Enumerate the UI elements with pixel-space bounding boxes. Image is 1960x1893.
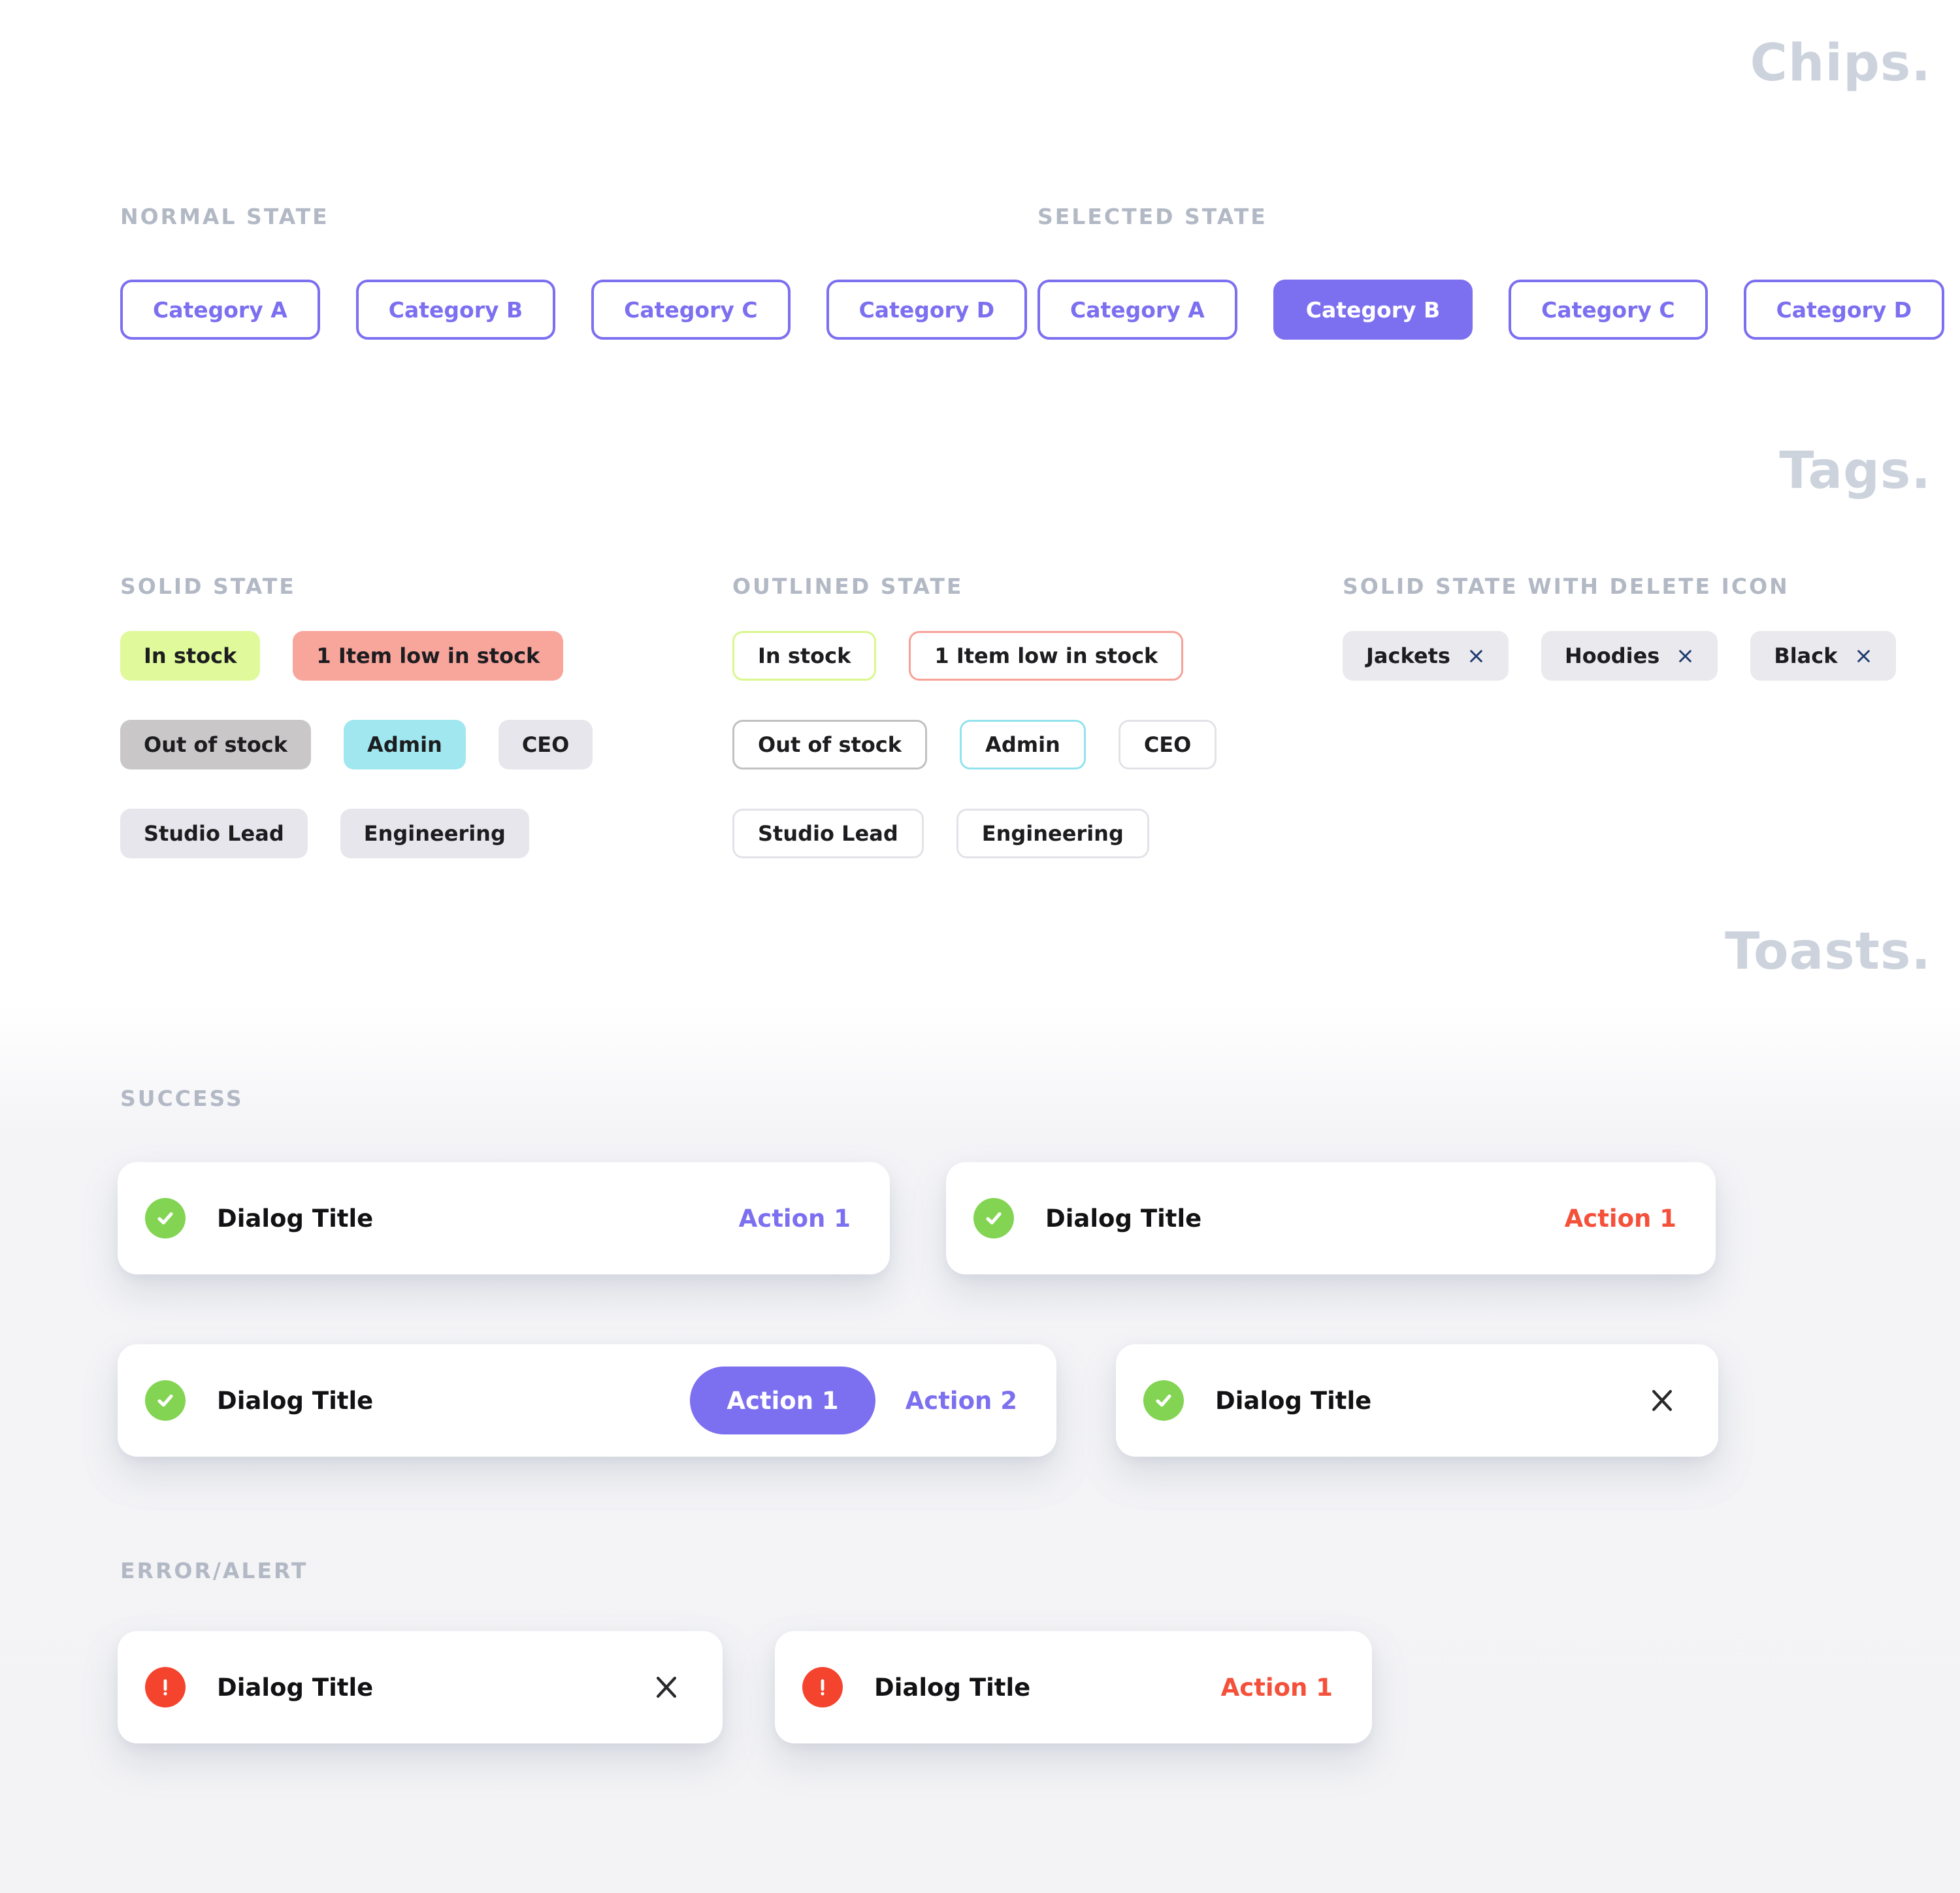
tag-ceo[interactable]: CEO	[1118, 720, 1217, 769]
chip-category-b[interactable]: Category B	[355, 280, 556, 340]
tag-jackets[interactable]: Jackets	[1343, 631, 1509, 681]
tag-studio-lead[interactable]: Studio Lead	[732, 809, 924, 858]
tag-black[interactable]: Black	[1750, 631, 1896, 681]
tag-out-of-stock[interactable]: Out of stock	[120, 720, 312, 769]
chip-category-a[interactable]: Category A	[120, 280, 320, 340]
delete-x-icon[interactable]	[1855, 647, 1872, 665]
chip-category-d[interactable]: Category D	[826, 280, 1028, 340]
toast-title: Dialog Title	[874, 1673, 1031, 1702]
tag-engineering[interactable]: Engineering	[340, 809, 529, 858]
normal-chip-group: Category A Category B Category C Categor…	[120, 280, 1028, 340]
tag-item-low-in-stock[interactable]: 1 Item low in stock	[293, 631, 564, 681]
tag-in-stock[interactable]: In stock	[732, 631, 877, 681]
solid-tag-group: In stock 1 Item low in stock Out of stoc…	[120, 631, 593, 858]
tag-in-stock[interactable]: In stock	[120, 631, 261, 681]
toast-title: Dialog Title	[217, 1204, 374, 1233]
deletable-state-label: SOLID STATE WITH DELETE ICON	[1343, 574, 1789, 599]
tag-engineering[interactable]: Engineering	[956, 809, 1149, 858]
tag-ceo[interactable]: CEO	[498, 720, 593, 769]
check-circle-icon	[145, 1380, 186, 1421]
tag-admin[interactable]: Admin	[344, 720, 466, 769]
tag-admin[interactable]: Admin	[960, 720, 1086, 769]
check-circle-icon	[973, 1198, 1014, 1238]
outlined-tag-group: In stock 1 Item low in stock Out of stoc…	[732, 631, 1217, 858]
action-1-link[interactable]: Action 1	[738, 1204, 851, 1233]
action-2-link[interactable]: Action 2	[905, 1386, 1017, 1415]
tags-section-title: Tags.	[1779, 442, 1931, 500]
success-label: SUCCESS	[120, 1086, 244, 1111]
toast-title: Dialog Title	[217, 1673, 374, 1702]
tag-hoodies[interactable]: Hoodies	[1541, 631, 1718, 681]
selected-state-label: SELECTED STATE	[1037, 204, 1267, 229]
chip-category-d[interactable]: Category D	[1743, 280, 1945, 340]
toast-title: Dialog Title	[1045, 1204, 1202, 1233]
success-toast-dismissible: Dialog Title	[1116, 1344, 1718, 1457]
action-1-link[interactable]: Action 1	[1564, 1204, 1676, 1233]
close-x-icon[interactable]	[652, 1673, 681, 1702]
delete-x-icon[interactable]	[1676, 647, 1694, 665]
chip-category-c[interactable]: Category C	[591, 280, 791, 340]
toast-title: Dialog Title	[1215, 1386, 1372, 1415]
toasts-section-title: Toasts.	[1725, 922, 1931, 981]
solid-state-label: SOLID STATE	[120, 574, 296, 599]
action-1-link[interactable]: Action 1	[1220, 1673, 1333, 1702]
alert-circle-icon	[802, 1667, 843, 1707]
error-alert-label: ERROR/ALERT	[120, 1558, 308, 1583]
tag-label: Jackets	[1366, 643, 1450, 668]
chip-category-c[interactable]: Category C	[1509, 280, 1708, 340]
chip-category-b-selected[interactable]: Category B	[1273, 280, 1473, 340]
tag-label: Hoodies	[1564, 643, 1660, 668]
close-x-icon[interactable]	[1648, 1386, 1676, 1415]
tag-studio-lead[interactable]: Studio Lead	[120, 809, 308, 858]
alert-circle-icon	[145, 1667, 186, 1707]
outlined-state-label: OUTLINED STATE	[732, 574, 964, 599]
error-toast-dismissible: Dialog Title	[118, 1631, 723, 1743]
toast-title: Dialog Title	[217, 1386, 374, 1415]
success-toast-red-action: Dialog Title Action 1	[946, 1162, 1716, 1274]
normal-state-label: NORMAL STATE	[120, 204, 329, 229]
check-circle-icon	[1143, 1380, 1184, 1421]
deletable-tag-group: Jackets Hoodies Black	[1343, 631, 1896, 681]
selected-chip-group: Category A Category B Category C Categor…	[1037, 280, 1945, 340]
delete-x-icon[interactable]	[1467, 647, 1485, 665]
chips-section-title: Chips.	[1750, 34, 1931, 93]
tag-item-low-in-stock[interactable]: 1 Item low in stock	[909, 631, 1184, 681]
success-toast-two-actions: Dialog Title Action 1 Action 2	[118, 1344, 1056, 1457]
success-toast-action: Dialog Title Action 1	[118, 1162, 890, 1274]
tag-out-of-stock[interactable]: Out of stock	[732, 720, 928, 769]
error-toast-action: Dialog Title Action 1	[775, 1631, 1372, 1743]
check-circle-icon	[145, 1198, 186, 1238]
tag-label: Black	[1774, 643, 1838, 668]
action-1-button[interactable]: Action 1	[690, 1367, 875, 1434]
chip-category-a[interactable]: Category A	[1037, 280, 1237, 340]
